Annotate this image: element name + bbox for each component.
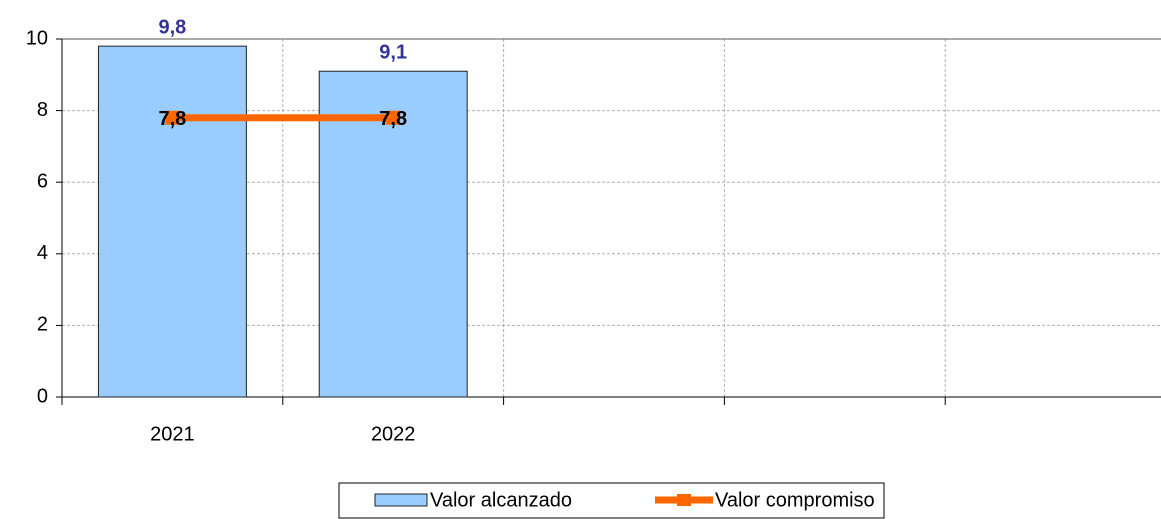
legend-box: [338, 482, 885, 519]
line-marker: [165, 110, 180, 125]
x-tick-label: 2022: [371, 423, 416, 445]
bar: [318, 70, 468, 398]
line-marker: [386, 110, 401, 125]
y-tick-label: 10: [26, 27, 48, 49]
bar-value-label: 9,8: [158, 16, 186, 38]
line-value-label: 7,8: [158, 108, 186, 130]
legend-swatch: [374, 493, 428, 507]
y-tick-label: 4: [37, 242, 48, 264]
legend-label: Valor alcanzado: [430, 489, 572, 511]
bar-value-label: 9,1: [379, 42, 407, 64]
line-value-label: 7,8: [379, 108, 407, 130]
legend-label: Valor compromiso: [715, 489, 875, 511]
y-tick-label: 8: [37, 99, 48, 121]
x-tick-label: 2021: [150, 423, 195, 445]
y-tick-label: 2: [37, 314, 48, 336]
legend-swatch-marker: [677, 494, 691, 506]
bar: [97, 45, 247, 398]
y-tick-label: 6: [37, 170, 48, 192]
y-tick-label: 0: [37, 385, 48, 407]
